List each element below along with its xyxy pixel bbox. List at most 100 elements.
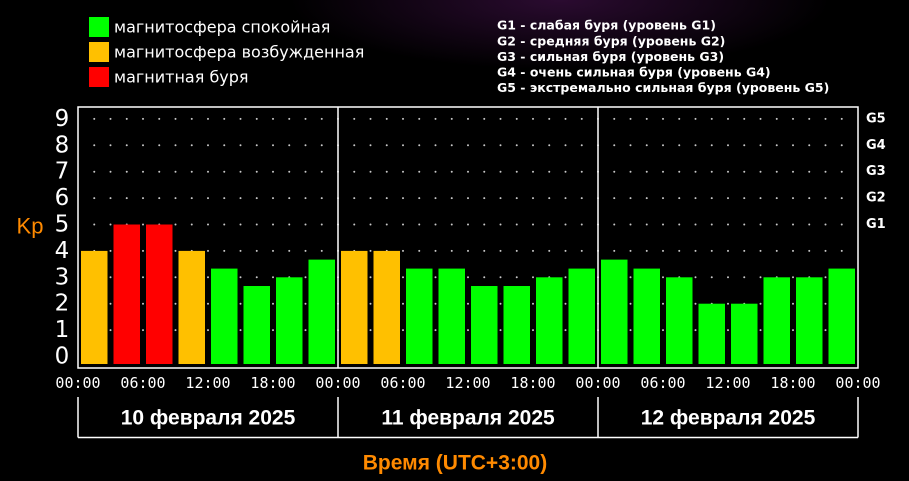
grid-dot	[743, 249, 746, 252]
grid-dot	[483, 144, 486, 147]
grid-dot	[174, 249, 177, 252]
grid-dot	[207, 117, 209, 120]
grid-dot	[662, 144, 664, 147]
grid-dot	[402, 144, 404, 147]
grid-dot	[467, 329, 469, 332]
grid-dot	[369, 329, 372, 332]
grid-dot	[239, 223, 242, 226]
kp-bar	[503, 286, 530, 364]
grid-dot	[255, 197, 258, 200]
grid-dot	[434, 276, 437, 279]
grid-dot	[532, 329, 534, 332]
grid-dot	[792, 302, 794, 305]
grid-dot	[532, 197, 534, 200]
grid-dot	[207, 302, 209, 305]
grid-dot	[207, 276, 209, 279]
grid-dot	[694, 170, 697, 173]
grid-dot	[93, 117, 96, 120]
grid-dot	[158, 170, 161, 173]
grid-dot	[532, 144, 534, 147]
grid-dot	[385, 170, 388, 173]
kp-bar	[828, 268, 855, 364]
kp-bar	[536, 277, 563, 364]
grid-dot	[450, 117, 453, 120]
grid-dot	[272, 170, 274, 173]
grid-dot	[694, 223, 697, 226]
grid-dot	[385, 117, 388, 120]
grid-dot	[369, 276, 372, 279]
grid-dot	[564, 117, 567, 120]
grid-dot	[385, 197, 388, 200]
x-tick-label: 00:00	[55, 374, 100, 392]
grid-dot	[629, 249, 632, 252]
kp-bar	[601, 259, 628, 364]
grid-dot	[288, 223, 291, 226]
grid-dot	[190, 223, 193, 226]
grid-dot	[743, 144, 746, 147]
grid-dot	[467, 197, 469, 200]
grid-dot	[207, 170, 209, 173]
grid-dot	[288, 170, 291, 173]
grid-dot	[109, 249, 112, 252]
grid-dot	[288, 117, 291, 120]
grid-dot	[613, 223, 616, 226]
legend: магнитосфера спокойная магнитосфера возб…	[89, 17, 364, 87]
grid-dot	[532, 276, 534, 279]
y-tick-label: 4	[55, 238, 70, 264]
grid-dot	[662, 117, 664, 120]
grid-dot	[759, 223, 762, 226]
grid-dot	[239, 302, 242, 305]
grid-dot	[532, 249, 534, 252]
grid-dot	[109, 170, 112, 173]
grid-dot	[320, 170, 323, 173]
grid-dot	[645, 144, 648, 147]
grid-dot	[434, 170, 437, 173]
storm-level-axis: G1 G2 G3 G4 G5	[866, 111, 886, 232]
x-tick-label: 12:00	[445, 374, 490, 392]
grid-dot	[710, 117, 713, 120]
storm-level-label: G1	[866, 217, 886, 232]
grid-dot	[727, 144, 729, 147]
grid-dot	[353, 170, 356, 173]
kp-bar	[276, 277, 303, 364]
grid-dot	[450, 170, 453, 173]
grid-dot	[109, 223, 112, 226]
grid-dot	[369, 144, 372, 147]
grid-dot	[174, 144, 177, 147]
grid-dot	[645, 249, 648, 252]
grid-dot	[678, 144, 681, 147]
grid-dot	[483, 249, 486, 252]
grid-dot	[613, 170, 616, 173]
kp-bar	[243, 286, 270, 364]
grid-dot	[272, 302, 274, 305]
grid-dot	[694, 117, 697, 120]
grid-dot	[548, 223, 551, 226]
grid-dot	[223, 223, 226, 226]
grid-dot	[142, 170, 144, 173]
grid-dot	[613, 197, 616, 200]
grid-dot	[645, 223, 648, 226]
grid-dot	[662, 276, 664, 279]
grid-dot	[662, 302, 664, 305]
storm-level-label: G4	[866, 138, 886, 153]
grid-dot	[125, 170, 128, 173]
grid-dot	[369, 197, 372, 200]
grid-dot	[223, 144, 226, 147]
y-axis-title: Kp	[17, 214, 44, 239]
grid-dot	[710, 197, 713, 200]
grid-dot	[190, 144, 193, 147]
grid-dot	[808, 144, 811, 147]
day-labels: 10 февраля 2025 11 февраля 2025 12 февраля…	[121, 407, 816, 430]
kp-bar	[341, 250, 368, 364]
grid-dot	[743, 170, 746, 173]
grid-dot	[743, 223, 746, 226]
grid-dot	[515, 144, 518, 147]
y-tick-label: 5	[55, 212, 70, 238]
grid-dot	[645, 117, 648, 120]
grid-dot	[515, 170, 518, 173]
grid-dot	[613, 117, 616, 120]
grid-dot	[662, 170, 664, 173]
